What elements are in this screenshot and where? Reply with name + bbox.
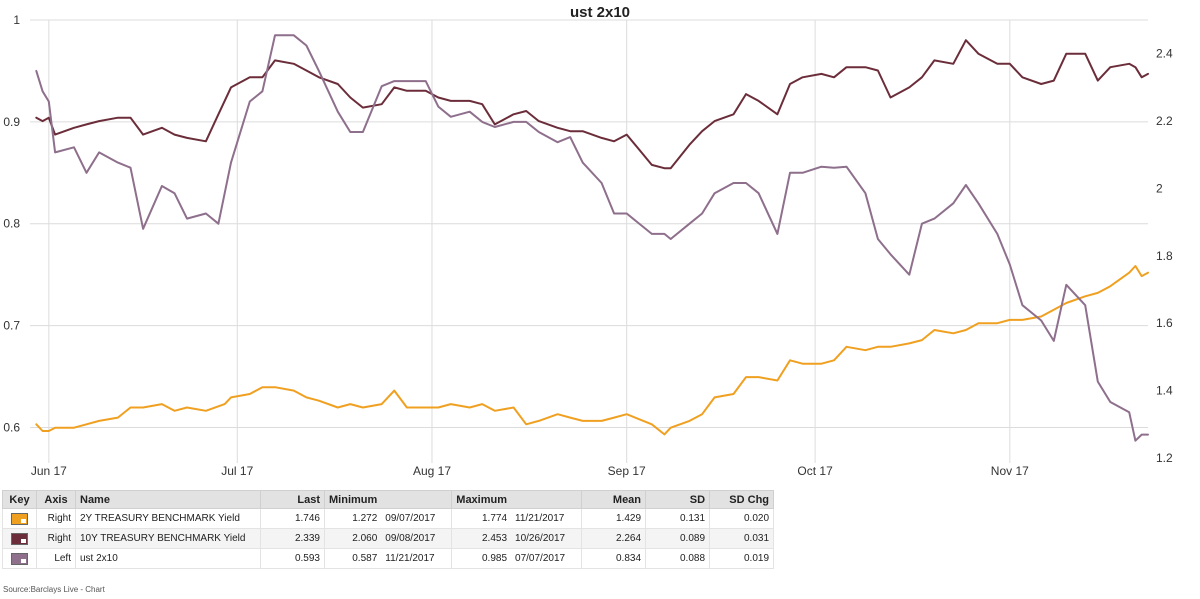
header-name: Name xyxy=(75,490,261,509)
y-left-tick-label: 0.6 xyxy=(3,420,20,434)
header-minimum-date xyxy=(381,490,453,509)
legend-swatch-icon xyxy=(11,552,28,565)
sd-cell: 0.131 xyxy=(645,508,711,529)
y-right-tick-label: 1.4 xyxy=(1156,384,1173,398)
chart-grid xyxy=(30,19,1148,463)
series-stats-table: Key Axis Name Last Minimum Maximum Mean … xyxy=(2,490,775,569)
y-right-tick-label: 2 xyxy=(1156,181,1163,195)
header-sd-chg: SD Chg xyxy=(709,490,775,509)
maximum-cell: 2.453 xyxy=(451,528,512,549)
legend-swatch-icon xyxy=(11,512,28,525)
last-cell: 2.339 xyxy=(260,528,325,549)
key-swatch-cell xyxy=(2,528,37,549)
series-line-2y-treasury-benchmark-yield xyxy=(35,265,1149,436)
minimum-date-cell: 11/21/2017 xyxy=(381,548,453,569)
series-line-10y-treasury-benchmark-yield xyxy=(35,39,1149,170)
series-name-cell: 2Y TREASURY BENCHMARK Yield xyxy=(75,508,261,529)
minimum-cell: 0.587 xyxy=(324,548,382,569)
sd-chg-cell: 0.019 xyxy=(709,548,775,569)
header-axis: Axis xyxy=(36,490,76,509)
mean-cell: 1.429 xyxy=(581,508,647,529)
header-maximum: Maximum xyxy=(451,490,512,509)
y-right-tick-label: 1.6 xyxy=(1156,316,1173,330)
minimum-cell: 2.060 xyxy=(324,528,382,549)
x-tick-label: Nov 17 xyxy=(991,464,1029,478)
table-row: Right 2Y TREASURY BENCHMARK Yield 1.746 … xyxy=(2,508,775,529)
minimum-cell: 1.272 xyxy=(324,508,382,529)
y-left-tick-label: 0.9 xyxy=(3,115,20,129)
maximum-cell: 0.985 xyxy=(451,548,512,569)
chart-title: ust 2x10 xyxy=(570,4,630,21)
sd-chg-cell: 0.031 xyxy=(709,528,775,549)
table-row: Left ust 2x10 0.593 0.587 11/21/2017 0.9… xyxy=(2,548,775,569)
maximum-date-cell: 07/07/2017 xyxy=(511,548,583,569)
minimum-date-cell: 09/08/2017 xyxy=(381,528,453,549)
key-swatch-cell xyxy=(2,508,37,529)
axis-cell: Right xyxy=(36,528,76,549)
x-tick-label: Jul 17 xyxy=(221,464,253,478)
header-maximum-date xyxy=(511,490,583,509)
y-right-tick-label: 2.4 xyxy=(1156,47,1173,61)
chart-series-group xyxy=(35,34,1149,442)
axis-cell: Left xyxy=(36,548,76,569)
sd-chg-cell: 0.020 xyxy=(709,508,775,529)
axis-cell: Right xyxy=(36,508,76,529)
maximum-date-cell: 11/21/2017 xyxy=(511,508,583,529)
mean-cell: 2.264 xyxy=(581,528,647,549)
y-right-tick-label: 1.8 xyxy=(1156,249,1173,263)
last-cell: 0.593 xyxy=(260,548,325,569)
x-tick-label: Jun 17 xyxy=(31,464,67,478)
key-swatch-cell xyxy=(2,548,37,569)
x-tick-label: Sep 17 xyxy=(608,464,646,478)
y-right-tick-label: 2.2 xyxy=(1156,114,1173,128)
x-tick-label: Oct 17 xyxy=(797,464,833,478)
y-right-tick-label: 1.2 xyxy=(1156,451,1173,465)
legend-swatch-icon xyxy=(11,532,28,545)
line-chart: ust 2x10 1 0.9 0.8 0.7 0.6 2.4 2.2 2 1.8 1.6 1.4 1.… xyxy=(3,4,1173,478)
table-row: Right 10Y TREASURY BENCHMARK Yield 2.339… xyxy=(2,528,775,549)
y-left-tick-label: 0.8 xyxy=(3,217,20,231)
sd-cell: 0.088 xyxy=(645,548,711,569)
header-key: Key xyxy=(2,490,37,509)
header-minimum: Minimum xyxy=(324,490,382,509)
series-name-cell: 10Y TREASURY BENCHMARK Yield xyxy=(75,528,261,549)
series-name-cell: ust 2x10 xyxy=(75,548,261,569)
header-mean: Mean xyxy=(581,490,647,509)
x-tick-label: Aug 17 xyxy=(413,464,451,478)
last-cell: 1.746 xyxy=(260,508,325,529)
maximum-date-cell: 10/26/2017 xyxy=(511,528,583,549)
y-left-tick-label: 0.7 xyxy=(3,319,20,333)
y-left-tick-label: 1 xyxy=(13,13,20,27)
series-line-ust-2x10 xyxy=(35,34,1149,442)
sd-cell: 0.089 xyxy=(645,528,711,549)
maximum-cell: 1.774 xyxy=(451,508,512,529)
mean-cell: 0.834 xyxy=(581,548,647,569)
header-last: Last xyxy=(260,490,325,509)
table-header-row: Key Axis Name Last Minimum Maximum Mean … xyxy=(2,490,775,509)
chart-axes: 1 0.9 0.8 0.7 0.6 2.4 2.2 2 1.8 1.6 1.4 1.2 Jun 17 Ju… xyxy=(3,13,1173,478)
minimum-date-cell: 09/07/2017 xyxy=(381,508,453,529)
source-note: Source:Barclays Live - Chart xyxy=(3,585,105,594)
header-sd: SD xyxy=(645,490,711,509)
